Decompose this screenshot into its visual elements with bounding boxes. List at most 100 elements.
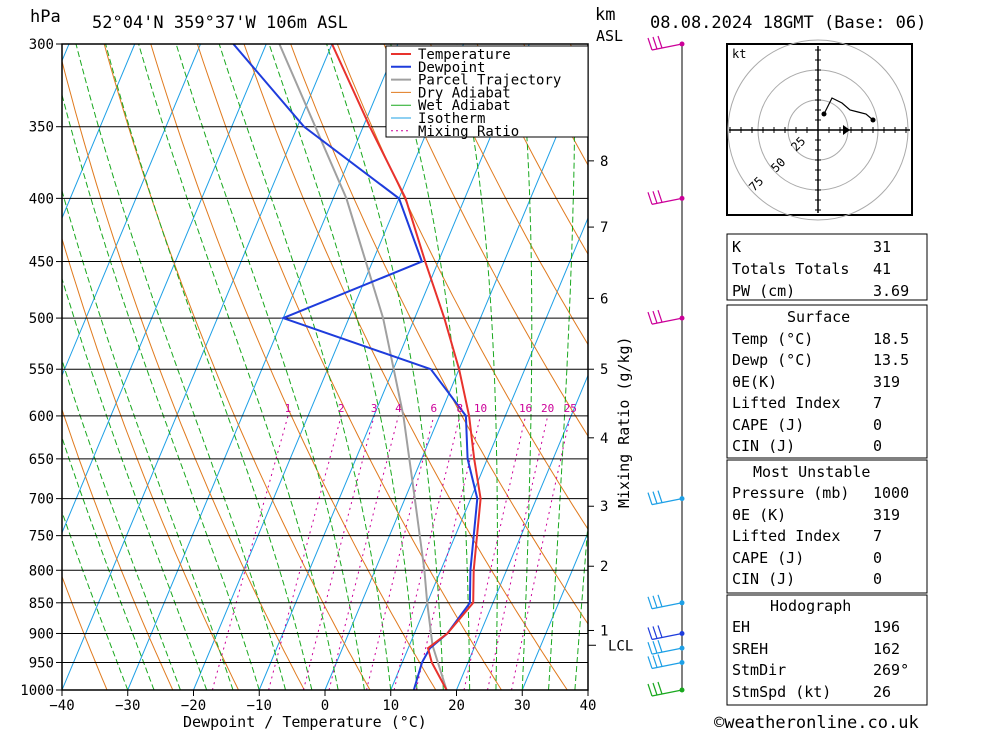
wind-barbs (647, 35, 685, 697)
mixing-ratio-labels: 1 2 3 4 6 8 10 16 20 25 (285, 402, 577, 415)
height-tick-label: 7 (600, 220, 608, 236)
wind-barb-feather (647, 683, 653, 697)
wind-barb (647, 681, 683, 697)
dry-adiabat-line (476, 44, 588, 256)
dry-adiabat-line (62, 408, 174, 690)
wind-barb (647, 490, 683, 506)
plot-area (62, 44, 1000, 690)
copyright-footer: ©weatheronline.co.uk (714, 713, 919, 733)
storm-motion-marker (843, 125, 850, 135)
mu-pressure-label: Pressure (mb) (732, 484, 849, 502)
wet-adiabat-line (268, 44, 418, 690)
wet-adiabat-line (62, 189, 234, 690)
lcl-label: LCL (608, 638, 633, 654)
legend-entry: Temperature (418, 47, 511, 63)
index-tt-label: Totals Totals (732, 260, 849, 278)
hodograph-stats-box (726, 594, 928, 706)
hodo-stmspd-label: StmSpd (kt) (732, 683, 831, 701)
isotherm-line (390, 216, 588, 690)
wind-barb-feather (652, 626, 658, 639)
index-k-label: K (732, 238, 741, 256)
mu-thetae-value: 319 (873, 506, 900, 524)
mixing-ratio-label: 3 (371, 402, 378, 415)
temperature-tick-label: −10 (247, 698, 272, 714)
indices-table: K 31 Totals Totals 41 PW (cm) 3.69 Surfa… (726, 233, 928, 706)
most-unstable-box (726, 459, 928, 594)
wind-barb (647, 190, 683, 205)
pressure-tick-label: 900 (29, 626, 54, 642)
wind-barb-feather (657, 625, 663, 638)
pressure-tick-label: 400 (29, 191, 54, 207)
pressure-tick-label: 700 (29, 492, 54, 508)
isotherm-line (62, 44, 201, 377)
surface-cape-label: CAPE (J) (732, 416, 804, 434)
mixing-ratio-line (487, 415, 549, 690)
dry-adiabat-line (336, 44, 588, 531)
temperature-tick-label: −40 (49, 698, 74, 714)
index-pw-value: 3.69 (873, 282, 909, 300)
wind-barb (647, 639, 683, 655)
hodo-stmspd-value: 26 (873, 683, 891, 701)
wind-barb-feather (647, 656, 653, 669)
isobar-lines (62, 44, 588, 690)
wind-barb-feather (657, 681, 663, 695)
isotherm-line (324, 59, 588, 690)
mu-li-value: 7 (873, 527, 882, 545)
dry-adiabat-line (990, 44, 1000, 690)
temperature-tick-label: 10 (382, 698, 399, 714)
mixing-ratio-line (463, 415, 527, 690)
general-indices-box (726, 233, 928, 301)
pressure-tick-label: 600 (29, 409, 54, 425)
wind-barb-feather (652, 595, 658, 608)
legend-entry: Dry Adiabat (418, 85, 511, 101)
pressure-unit-label: hPa (30, 7, 61, 27)
mixing-ratio-lines (211, 415, 571, 690)
isotherm-line (127, 44, 399, 690)
hodo-stmdir-value: 269° (873, 661, 909, 679)
temperature-line (331, 44, 482, 690)
wind-barb-feather (657, 654, 663, 667)
height-unit-label: km (595, 5, 615, 25)
surface-cape-value: 0 (873, 416, 882, 434)
mixing-ratio-label: 10 (474, 402, 487, 415)
hodo-stats-title: Hodograph (770, 597, 851, 615)
hodo-sreh-value: 162 (873, 640, 900, 658)
pressure-tick-label: 750 (29, 529, 54, 545)
height-unit-label-asl: ASL (596, 27, 623, 45)
surface-li-value: 7 (873, 394, 882, 412)
height-tick-label: 8 (600, 154, 608, 170)
legend-entry: Dewpoint (418, 60, 485, 76)
wet-adiabat-lines (62, 44, 588, 690)
mixing-ratio-line (268, 415, 342, 690)
wet-adiabat-line (456, 44, 498, 690)
mixing-ratio-axis-title: Mixing Ratio (g/kg) (615, 336, 633, 508)
legend-entry: Mixing Ratio (418, 124, 519, 140)
wind-barb-feather (652, 640, 658, 654)
isotherm-line (62, 44, 333, 690)
hodograph-unit: kt (732, 47, 746, 61)
wind-barb-feather (647, 596, 653, 609)
index-k-value: 31 (873, 238, 891, 256)
mixing-ratio-label: 16 (519, 402, 532, 415)
pressure-axis: 300 350 400 450 500 550 600 650 700 750 800 850 900 9… (20, 37, 62, 699)
isotherm-line (456, 374, 588, 690)
mu-cape-label: CAPE (J) (732, 549, 804, 567)
pressure-tick-label: 850 (29, 596, 54, 612)
parcel-trajectory-line (278, 44, 448, 690)
hodograph-point (821, 111, 827, 117)
pressure-tick-label: 450 (29, 255, 54, 271)
wind-barb-feather (652, 682, 658, 696)
wet-adiabat-line (548, 44, 576, 690)
mixing-ratio-line (511, 415, 571, 690)
height-tick-label: 2 (600, 559, 608, 575)
wind-barb (647, 625, 683, 641)
wind-barb-feather (657, 190, 663, 203)
mu-cin-label: CIN (J) (732, 570, 795, 588)
legend-entry: Isotherm (418, 111, 485, 127)
wet-adiabat-line (574, 518, 588, 690)
wind-barb-feather (647, 37, 653, 51)
legend-entry: Wet Adiabat (418, 98, 511, 114)
